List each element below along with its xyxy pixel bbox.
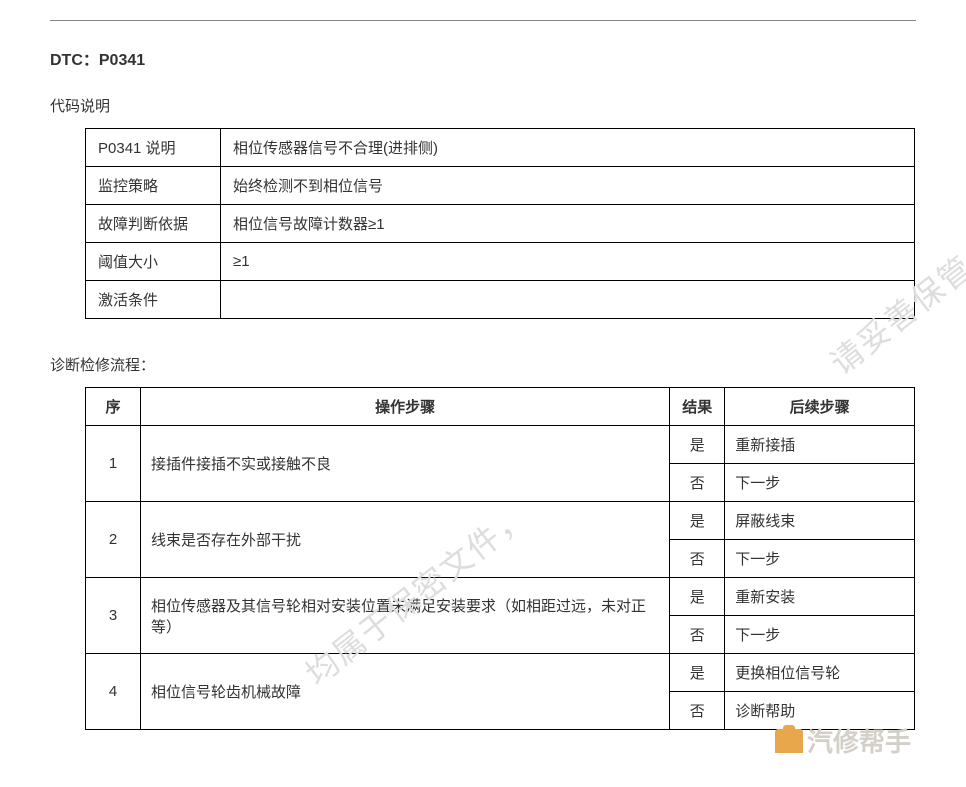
desc-value: 相位传感器信号不合理(进排侧): [221, 129, 915, 167]
desc-label: 故障判断依据: [86, 205, 221, 243]
header-next: 后续步骤: [725, 388, 915, 426]
table-row: P0341 说明 相位传感器信号不合理(进排侧): [86, 129, 915, 167]
result-cell: 是: [670, 426, 725, 464]
table-row: 阈值大小 ≥1: [86, 243, 915, 281]
table-row: 激活条件: [86, 281, 915, 319]
flow-heading: 诊断检修流程：: [50, 354, 916, 375]
logo-watermark: 汽修帮手: [775, 722, 911, 759]
step-cell: 相位信号轮齿机械故障: [140, 654, 669, 730]
table-row: 1 接插件接插不实或接触不良 是 重新接插: [86, 426, 915, 464]
step-cell: 接插件接插不实或接触不良: [140, 426, 669, 502]
header-result: 结果: [670, 388, 725, 426]
next-cell: 下一步: [725, 540, 915, 578]
top-divider: [50, 20, 916, 21]
step-cell: 线束是否存在外部干扰: [140, 502, 669, 578]
desc-label: 阈值大小: [86, 243, 221, 281]
table-row: 2 线束是否存在外部干扰 是 屏蔽线束: [86, 502, 915, 540]
next-cell: 重新接插: [725, 426, 915, 464]
table-header-row: 序 操作步骤 结果 后续步骤: [86, 388, 915, 426]
result-cell: 否: [670, 692, 725, 730]
next-cell: 重新安装: [725, 578, 915, 616]
seq-cell: 4: [86, 654, 141, 730]
table-row: 3 相位传感器及其信号轮相对安装位置未满足安装要求（如相距过远，未对正等） 是 …: [86, 578, 915, 616]
result-cell: 是: [670, 578, 725, 616]
desc-label: P0341 说明: [86, 129, 221, 167]
seq-cell: 1: [86, 426, 141, 502]
desc-value: [221, 281, 915, 319]
header-step: 操作步骤: [140, 388, 669, 426]
table-row: 故障判断依据 相位信号故障计数器≥1: [86, 205, 915, 243]
next-cell: 屏蔽线束: [725, 502, 915, 540]
seq-cell: 3: [86, 578, 141, 654]
desc-value: 相位信号故障计数器≥1: [221, 205, 915, 243]
dtc-title: DTC：P0341: [50, 46, 916, 70]
car-icon: [775, 729, 803, 753]
desc-value: ≥1: [221, 243, 915, 281]
table-row: 4 相位信号轮齿机械故障 是 更换相位信号轮: [86, 654, 915, 692]
result-cell: 否: [670, 464, 725, 502]
desc-heading: 代码说明: [50, 95, 916, 116]
flow-table: 序 操作步骤 结果 后续步骤 1 接插件接插不实或接触不良 是 重新接插 否 下…: [85, 387, 915, 730]
logo-text: 汽修帮手: [807, 722, 911, 759]
next-cell: 下一步: [725, 464, 915, 502]
desc-label: 激活条件: [86, 281, 221, 319]
next-cell: 下一步: [725, 616, 915, 654]
desc-value: 始终检测不到相位信号: [221, 167, 915, 205]
table-row: 监控策略 始终检测不到相位信号: [86, 167, 915, 205]
header-seq: 序: [86, 388, 141, 426]
step-cell: 相位传感器及其信号轮相对安装位置未满足安装要求（如相距过远，未对正等）: [140, 578, 669, 654]
result-cell: 否: [670, 616, 725, 654]
result-cell: 否: [670, 540, 725, 578]
next-cell: 更换相位信号轮: [725, 654, 915, 692]
result-cell: 是: [670, 502, 725, 540]
result-cell: 是: [670, 654, 725, 692]
description-table: P0341 说明 相位传感器信号不合理(进排侧) 监控策略 始终检测不到相位信号…: [85, 128, 915, 319]
seq-cell: 2: [86, 502, 141, 578]
desc-label: 监控策略: [86, 167, 221, 205]
